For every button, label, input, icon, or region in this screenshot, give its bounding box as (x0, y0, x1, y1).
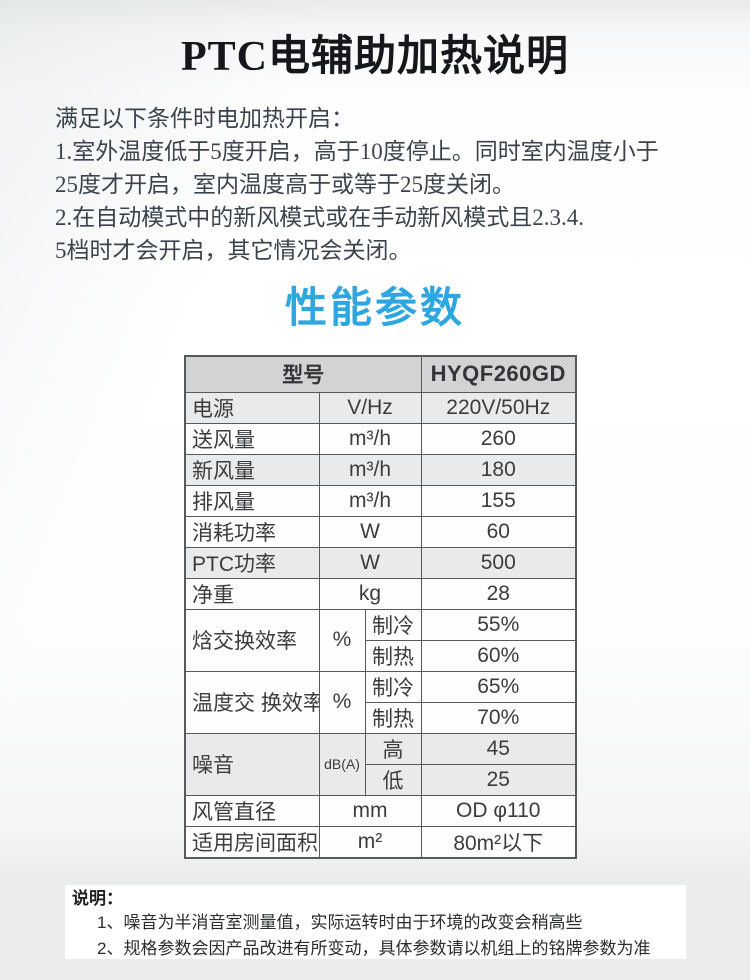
intro-line: 2.在自动模式中的新风模式或在手动新风模式且2.3.4. (55, 205, 584, 230)
sub-row-label: 制冷 (364, 670, 422, 703)
row-unit: m³/h (318, 453, 422, 486)
row-value: 80m²以下 (420, 825, 577, 858)
sub-row-value: 55% (420, 608, 577, 641)
table-row-enthalpy-exchange-cooling: 焓交换效率 % 制冷 55% (184, 608, 577, 672)
row-label: PTC功率 (184, 546, 320, 579)
row-label: 净重 (184, 577, 320, 610)
row-label: 焓交换效率 (184, 608, 320, 672)
row-value: 180 (420, 453, 577, 486)
row-value: 500 (420, 546, 577, 579)
row-label: 排风量 (184, 484, 320, 517)
row-unit: m³/h (318, 422, 422, 455)
sub-row-value: 60% (420, 639, 577, 672)
table-row-temp-exchange-cooling: 温度交 换效率 % 制冷 65% (184, 670, 577, 734)
row-label: 噪音 (184, 732, 320, 796)
row-label: 温度交 换效率 (184, 670, 320, 734)
sub-row-label: 制热 (364, 639, 422, 672)
row-unit: m² (318, 825, 422, 858)
page-title: PTC电辅助加热说明 (180, 34, 569, 80)
intro-line: 满足以下条件时电加热开启： (55, 106, 354, 131)
row-label: 适用房间面积 (184, 825, 320, 858)
sub-row-label: 低 (364, 763, 422, 796)
table-row-ptc-power: PTC功率 W 500 (184, 546, 577, 579)
row-label: 风管直径 (184, 794, 320, 827)
note-item: 1、噪音为半消音室测量值，实际运转时由于环境的改变会稍高些 (97, 913, 583, 932)
row-value: 220V/50Hz (420, 391, 577, 424)
row-value: OD φ110 (420, 794, 577, 827)
sub-row-value: 65% (420, 670, 577, 703)
notes-label: 说明： (72, 889, 123, 908)
table-row-supply-air: 送风量 m³/h 260 (184, 422, 577, 455)
table-row-exhaust-air: 排风量 m³/h 155 (184, 484, 577, 517)
row-unit: % (318, 670, 366, 734)
notes-list: 1、噪音为半消音室测量值，实际运转时由于环境的改变会稍高些 2、规格参数会因产品… (97, 910, 678, 962)
table-row-duct-diameter: 风管直径 mm OD φ110 (184, 794, 577, 827)
model-label: 型号 (184, 355, 422, 393)
row-unit: mm (318, 794, 422, 827)
sub-row-value: 70% (420, 701, 577, 734)
table-row-noise-low: 低 25 (185, 763, 577, 796)
row-unit: V/Hz (318, 391, 422, 424)
row-unit: dB(A) (318, 732, 366, 796)
sub-row-value: 25 (420, 763, 577, 796)
table-row-temp-exchange-heating: 制热 70% (185, 701, 577, 734)
row-unit: m³/h (318, 484, 422, 517)
spec-table: 型号 HYQF260GD 电源 V/Hz 220V/50Hz 送风量 m³/h … (184, 355, 577, 859)
sub-row-label: 高 (364, 732, 422, 765)
table-row-power-consumption: 消耗功率 W 60 (184, 515, 577, 548)
notes-box: 说明： 1、噪音为半消音室测量值，实际运转时由于环境的改变会稍高些 2、规格参数… (65, 885, 686, 959)
sub-row-label: 制热 (364, 701, 422, 734)
row-value: 60 (420, 515, 577, 548)
section-heading-performance: 性能参数 (284, 284, 465, 331)
intro-line: 5档时才会开启，其它情况会关闭。 (55, 238, 412, 263)
row-unit: W (318, 515, 422, 548)
intro-line: 1.室外温度低于5度开启，高于10度停止。同时室内温度小于 (55, 139, 659, 164)
row-label: 新风量 (184, 453, 320, 486)
table-row-power-supply: 电源 V/Hz 220V/50Hz (184, 391, 577, 424)
row-label: 电源 (184, 391, 320, 424)
intro-line: 25度才开启，室内温度高于或等于25度关闭。 (55, 172, 515, 197)
heating-conditions-text: 满足以下条件时电加热开启： 1.室外温度低于5度开启，高于10度停止。同时室内温… (55, 102, 715, 267)
table-row-noise-high: 噪音 dB(A) 高 45 (184, 732, 577, 796)
row-value: 260 (420, 422, 577, 455)
row-value: 28 (420, 577, 577, 610)
model-value: HYQF260GD (420, 355, 577, 393)
sub-row-label: 制冷 (364, 608, 422, 641)
row-unit: % (318, 608, 366, 672)
table-row-applicable-room-area: 适用房间面积 m² 80m²以下 (184, 825, 577, 858)
table-row-net-weight: 净重 kg 28 (184, 577, 577, 610)
sub-row-value: 45 (420, 732, 577, 765)
row-value: 155 (420, 484, 577, 517)
table-row-enthalpy-exchange-heating: 制热 60% (185, 639, 577, 672)
row-unit: kg (318, 577, 422, 610)
note-item: 2、规格参数会因产品改进有所变动，具体参数请以机组上的铭牌参数为准 (97, 939, 651, 958)
table-row-fresh-air: 新风量 m³/h 180 (184, 453, 577, 486)
row-label: 送风量 (184, 422, 320, 455)
table-header-row: 型号 HYQF260GD (184, 355, 577, 393)
row-label: 消耗功率 (184, 515, 320, 548)
row-unit: W (318, 546, 422, 579)
